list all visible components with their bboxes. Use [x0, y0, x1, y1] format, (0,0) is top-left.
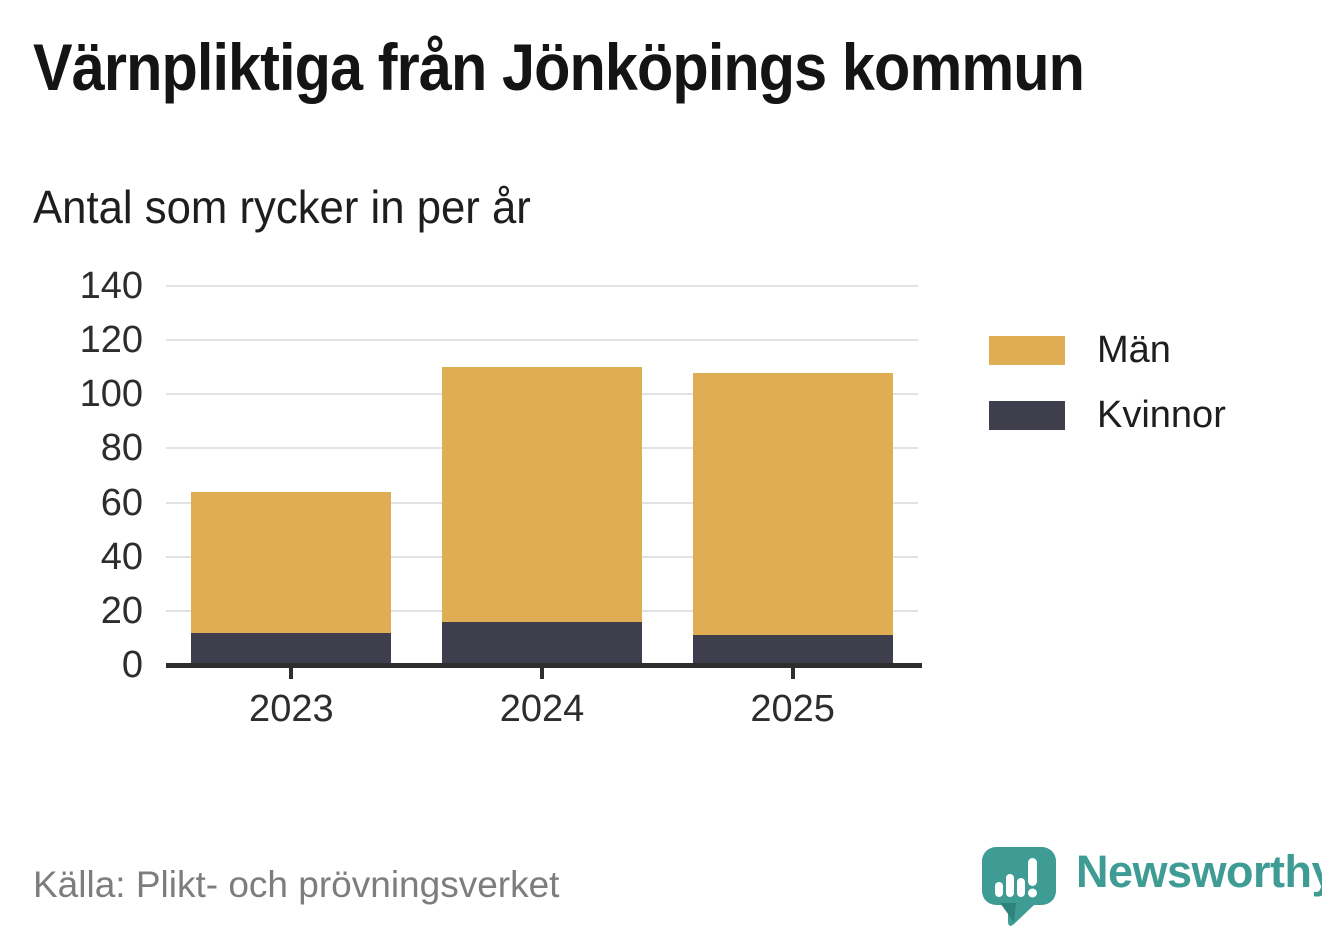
brand-logo: Newsworthy — [976, 842, 1322, 928]
bar-2023-kvinnor — [191, 632, 392, 665]
legend-item-kvinnor: Kvinnor — [989, 396, 1226, 434]
legend-label-kvinnor: Kvinnor — [1097, 394, 1226, 436]
legend-label-man: Män — [1097, 329, 1171, 371]
y-axis-label-120: 120 — [79, 319, 143, 362]
page-title: Värnpliktiga från Jönköpings kommun — [33, 30, 1085, 104]
x-axis-line — [166, 663, 922, 668]
x-axis-label-2025: 2025 — [750, 688, 835, 730]
bar-2023-män — [191, 491, 392, 633]
y-axis-label-80: 80 — [100, 427, 143, 470]
y-axis-label-40: 40 — [100, 535, 143, 578]
x-axis-label-2024: 2024 — [499, 688, 585, 730]
chart-legend: Män Kvinnor — [989, 331, 1226, 461]
gridline-120 — [166, 339, 918, 342]
legend-swatch-kvinnor — [989, 400, 1065, 430]
legend-swatch-man — [989, 335, 1065, 365]
x-axis-tick-2024 — [540, 667, 544, 679]
legend-item-man: Män — [989, 331, 1226, 369]
y-axis-label-20: 20 — [100, 589, 143, 632]
newsworthy-speech-bubble-chart-icon — [982, 847, 1056, 926]
brand-name: Newsworthy — [1076, 846, 1322, 897]
bar-2025-kvinnor — [692, 635, 893, 665]
x-axis-tick-2025 — [790, 667, 795, 679]
x-axis-tick-2023 — [289, 667, 294, 679]
x-axis-label-2023: 2023 — [249, 688, 334, 730]
bar-2025-män — [692, 372, 893, 636]
gridline-140 — [166, 285, 918, 287]
y-axis-label-100: 100 — [79, 373, 143, 416]
y-axis-label-60: 60 — [100, 481, 143, 524]
y-axis-label-140: 140 — [79, 265, 143, 307]
bar-2024-kvinnor — [442, 621, 642, 665]
y-axis-label-0: 0 — [121, 644, 143, 686]
chart-subtitle: Antal som rycker in per år — [33, 181, 531, 233]
source-credit: Källa: Plikt- och prövningsverket — [33, 864, 560, 905]
bar-2024-män — [442, 367, 642, 622]
